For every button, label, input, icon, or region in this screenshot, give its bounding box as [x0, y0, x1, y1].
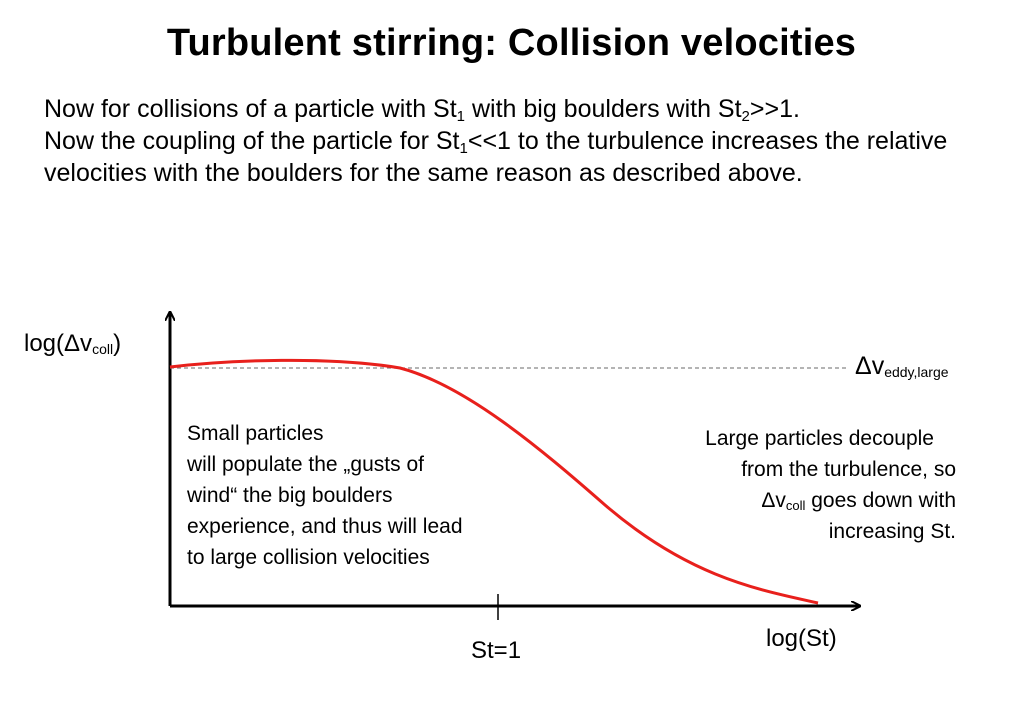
slide-title: Turbulent stirring: Collision velocities [166, 22, 857, 64]
collision-velocity-curve [169, 358, 819, 605]
small-particles-note: Small particles will populate the „gusts… [187, 422, 463, 569]
slide-body-text: Now for collisions of a particle with St… [44, 95, 948, 187]
large-particles-note: Large particles decouple from the turbul… [705, 427, 956, 543]
x-axis-label: log(St) [766, 625, 837, 652]
st1-tick-label: St=1 [471, 637, 522, 664]
y-axis-label: log(Δvcoll) [24, 330, 122, 357]
eddy-large-label: Δveddy,large [855, 352, 949, 380]
